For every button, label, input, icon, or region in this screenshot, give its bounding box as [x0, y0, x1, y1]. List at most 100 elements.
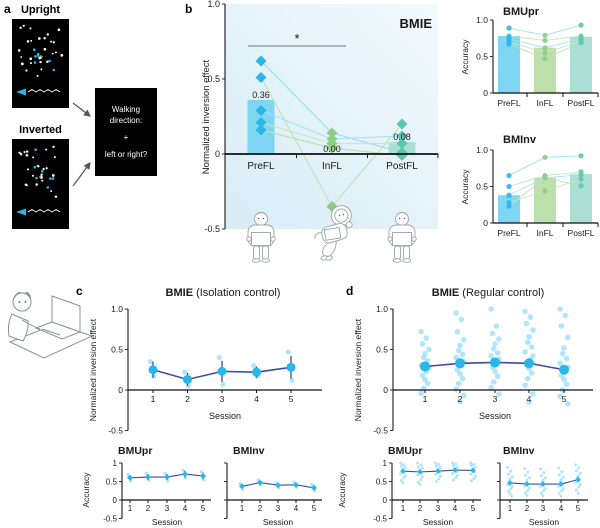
- session-tick-label: 4: [559, 504, 564, 513]
- task-box: Walking direction: + left or right?: [95, 88, 157, 176]
- subject-markers: [506, 22, 584, 62]
- mean-markers: [239, 479, 317, 491]
- bar-PostFL: [570, 36, 592, 93]
- y-axis-label: Accuracy: [460, 169, 470, 205]
- task-line: direction:: [109, 116, 143, 126]
- y-tick-label: 0.5: [207, 74, 220, 84]
- y-tick-label: -0.5: [373, 426, 388, 436]
- y-tick-label: 1.0: [207, 0, 220, 9]
- y-axis-label: Accuracy: [460, 39, 470, 75]
- bmupr-regular-chart: 1 0.5 0 -0.5 1 2 3 4 5 Session Accuracy BMUpr: [338, 445, 481, 527]
- y-tick-label: -0.5: [373, 515, 387, 524]
- chart-title: BMIE (Regular control): [432, 287, 544, 299]
- chart-title: BMIE (Isolation control): [166, 287, 281, 299]
- mean-markers: [400, 467, 476, 475]
- session-tick-label: 1: [508, 504, 513, 513]
- walking-direction-arrow-icon: [16, 208, 26, 216]
- y-tick-label: -0.5: [103, 515, 117, 524]
- y-tick-label: 0: [215, 149, 220, 159]
- chart-title: BMIE: [400, 16, 433, 31]
- inverted-stimulus: [12, 139, 69, 229]
- session-tick-label: 1: [128, 504, 133, 513]
- y-tick-label: 0.5: [111, 345, 123, 355]
- chart-title: BMUpr: [118, 445, 152, 457]
- bar-PostFL: [570, 174, 592, 223]
- scatter-points: [147, 349, 295, 389]
- session-tick-label: 3: [493, 394, 498, 404]
- y-axis-label: Accuracy: [82, 472, 91, 508]
- point-light-walker-icon: [16, 24, 64, 96]
- bars: [498, 36, 592, 93]
- walking-direction-arrow-icon: [16, 88, 26, 96]
- standing-person-icon-3: [387, 212, 417, 263]
- x-category-label: InFL: [322, 161, 342, 172]
- y-axis-label: Accuracy: [338, 472, 347, 508]
- bars: [498, 174, 592, 223]
- x-axis-label: Session: [209, 411, 241, 421]
- x-category-label: InFL: [536, 98, 553, 108]
- panel-a-arrows: [72, 102, 91, 187]
- bminv-regular-chart: 1 2 3 4 5 Session BMInv: [497, 445, 588, 527]
- session-tick-label: 4: [183, 504, 188, 513]
- subject-markers: [506, 153, 584, 209]
- upright-label: Upright: [20, 4, 61, 16]
- x-category-label: PostFL: [386, 161, 418, 172]
- x-category-label: PostFL: [568, 98, 595, 108]
- chart-title: BMUpr: [388, 445, 422, 457]
- upright-to-task-arrow-icon: [72, 102, 91, 117]
- x-axis-label: Session: [423, 517, 454, 527]
- session-tick-label: 5: [289, 394, 294, 404]
- y-tick-label: 1: [383, 459, 388, 468]
- x-category-label: PreFL: [497, 228, 520, 238]
- session-tick-label: 2: [525, 504, 530, 513]
- chart-title: BMInv: [503, 134, 537, 146]
- session-tick-label: 4: [254, 394, 259, 404]
- y-tick-label: 1.0: [476, 15, 488, 25]
- x-axis-label: Session: [479, 411, 511, 421]
- chart-title: BMUpr: [503, 6, 540, 18]
- y-tick-label: 0.5: [376, 478, 388, 487]
- scatter-points: [126, 468, 206, 483]
- y-tick-label: 0: [113, 496, 118, 505]
- session-tick-label: 3: [436, 504, 441, 513]
- session-tick-label: 3: [541, 504, 546, 513]
- floating-astronaut-icon: [314, 205, 353, 261]
- bmie-main-chart: * 1.0 0.5 0 -0.5 0.36 0.00 0.08 PreFL InFL PostFL B…: [201, 0, 439, 263]
- session-tick-label: 1: [151, 394, 156, 404]
- x-category-label: InFL: [536, 228, 553, 238]
- scatter-points: [506, 463, 582, 498]
- chart-title: BMInv: [503, 445, 535, 457]
- y-tick-label: -0.5: [108, 426, 123, 436]
- standing-person-icon-1: [246, 212, 276, 263]
- y-tick-label: 0: [383, 496, 388, 505]
- session-tick-label: 5: [312, 504, 317, 513]
- session-tick-label: 4: [527, 394, 532, 404]
- bmie-isolation-chart: 1.0 0.5 0 -0.5 1 2 3 4 5 Session Normalized invers…: [88, 287, 322, 436]
- panel-c-label: c: [76, 284, 83, 298]
- bar-value-label: 0.36: [252, 90, 270, 100]
- y-tick-label: 0.5: [106, 478, 118, 487]
- panel-a-label: a: [4, 2, 11, 16]
- task-text: Walking direction: + left or right?: [95, 104, 157, 160]
- y-tick-label: 1: [113, 459, 118, 468]
- task-line: Walking: [111, 104, 141, 114]
- y-axis-label: Normalized inversion effect: [88, 318, 98, 421]
- x-category-label: PreFL: [497, 98, 520, 108]
- session-tick-label: 2: [458, 394, 463, 404]
- participant-at-computer-icon: [7, 291, 94, 359]
- scatter-points: [418, 306, 571, 407]
- session-tick-label: 3: [276, 504, 281, 513]
- session-tick-label: 1: [401, 504, 406, 513]
- panel-b-label: b: [185, 2, 193, 16]
- y-tick-label: 0.5: [376, 345, 388, 355]
- session-tick-label: 3: [165, 504, 170, 513]
- y-tick-label: 1.0: [111, 304, 123, 314]
- session-tick-label: 1: [423, 394, 428, 404]
- y-tick-label: 0.5: [476, 52, 488, 62]
- y-tick-label: -0.5: [204, 224, 220, 234]
- session-tick-label: 4: [294, 504, 299, 513]
- session-tick-label: 5: [471, 504, 476, 513]
- y-axis-label: Normalized inversion effect: [201, 59, 212, 174]
- y-tick-label: 0.5: [476, 182, 488, 192]
